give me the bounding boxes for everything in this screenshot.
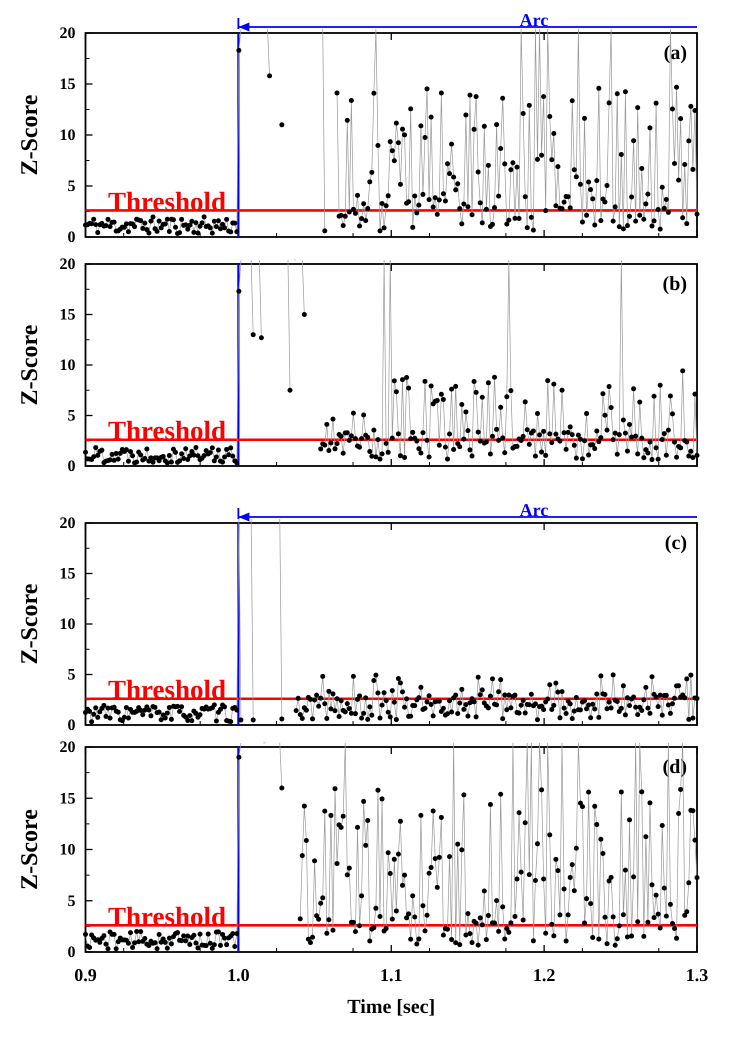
- svg-text:Threshold: Threshold: [108, 901, 226, 931]
- svg-text:10: 10: [60, 127, 76, 144]
- svg-text:5: 5: [68, 408, 76, 425]
- svg-text:Z-Score: Z-Score: [17, 583, 43, 664]
- svg-text:0: 0: [68, 944, 76, 961]
- svg-text:20: 20: [60, 25, 76, 42]
- svg-text:15: 15: [60, 566, 76, 583]
- svg-text:15: 15: [60, 76, 76, 93]
- svg-text:10: 10: [60, 357, 76, 374]
- svg-text:0.9: 0.9: [74, 965, 97, 985]
- svg-text:20: 20: [60, 739, 76, 756]
- svg-text:1.3: 1.3: [686, 965, 709, 985]
- svg-text:Time [sec]: Time [sec]: [347, 996, 435, 1018]
- svg-text:10: 10: [60, 842, 76, 859]
- svg-text:5: 5: [68, 893, 76, 910]
- svg-text:20: 20: [60, 256, 76, 273]
- svg-text:Threshold: Threshold: [108, 186, 226, 216]
- svg-text:0: 0: [68, 229, 76, 246]
- svg-text:5: 5: [68, 178, 76, 195]
- svg-text:Z-Score: Z-Score: [17, 324, 43, 405]
- svg-text:10: 10: [60, 616, 76, 633]
- svg-text:1.2: 1.2: [533, 965, 556, 985]
- svg-text:Threshold: Threshold: [108, 675, 226, 705]
- svg-text:(c): (c): [665, 532, 687, 554]
- svg-text:Z-Score: Z-Score: [17, 94, 43, 175]
- svg-text:Arc: Arc: [520, 10, 549, 30]
- svg-text:20: 20: [60, 515, 76, 532]
- svg-text:15: 15: [60, 307, 76, 324]
- svg-text:0: 0: [68, 717, 76, 734]
- svg-text:Threshold: Threshold: [108, 416, 226, 446]
- svg-text:1.1: 1.1: [380, 965, 403, 985]
- svg-text:(b): (b): [663, 273, 687, 295]
- svg-text:15: 15: [60, 790, 76, 807]
- svg-text:1.0: 1.0: [227, 965, 250, 985]
- svg-text:Z-Score: Z-Score: [17, 809, 43, 890]
- svg-text:0: 0: [68, 458, 76, 475]
- svg-text:Arc: Arc: [520, 500, 549, 520]
- svg-text:(a): (a): [664, 42, 687, 64]
- svg-text:5: 5: [68, 667, 76, 684]
